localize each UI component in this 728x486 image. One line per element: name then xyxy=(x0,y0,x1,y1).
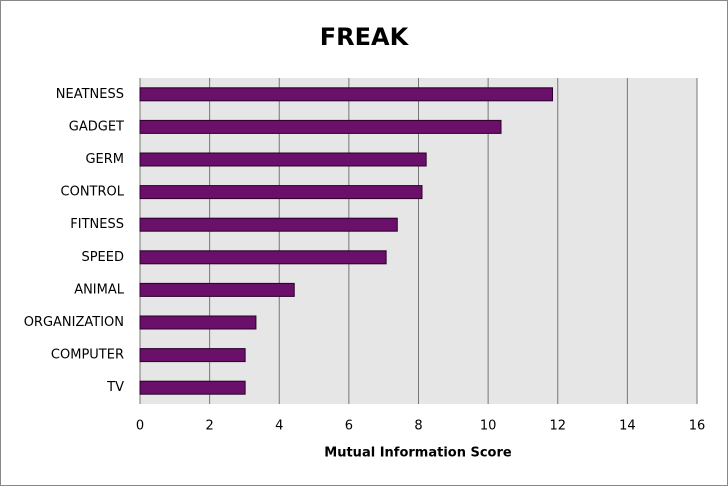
x-tick-label: 14 xyxy=(619,419,636,434)
chart-title: FREAK xyxy=(320,23,410,51)
bar xyxy=(139,282,295,297)
y-tick-label: GERM xyxy=(85,152,124,167)
x-tick-label: 2 xyxy=(205,419,213,434)
bar xyxy=(139,119,502,134)
bar xyxy=(139,87,554,102)
y-tick-label: NEATNESS xyxy=(56,87,124,102)
x-tick-label: 0 xyxy=(136,419,144,434)
y-tick-label: FITNESS xyxy=(70,217,124,232)
bar xyxy=(139,152,427,167)
y-tick-label: ORGANIZATION xyxy=(24,315,124,330)
x-tick-label: 10 xyxy=(480,419,497,434)
x-tick-label: 6 xyxy=(345,419,353,434)
bar xyxy=(139,250,387,265)
y-tick-label: ANIMAL xyxy=(74,282,125,297)
x-axis-label: Mutual Information Score xyxy=(324,446,512,461)
bar xyxy=(139,348,246,363)
bar xyxy=(139,217,398,232)
bar xyxy=(139,315,257,330)
y-tick-label: TV xyxy=(106,380,124,395)
x-tick-label: 12 xyxy=(549,419,566,434)
y-tick-label: SPEED xyxy=(81,250,124,265)
x-tick-label: 8 xyxy=(414,419,422,434)
x-tick-label: 16 xyxy=(689,419,706,434)
bar xyxy=(139,380,246,395)
bar xyxy=(139,185,423,200)
y-tick-label: GADGET xyxy=(69,119,124,134)
x-tick-label: 4 xyxy=(275,419,283,434)
y-tick-label: COMPUTER xyxy=(51,348,124,363)
y-tick-label: CONTROL xyxy=(61,185,125,200)
